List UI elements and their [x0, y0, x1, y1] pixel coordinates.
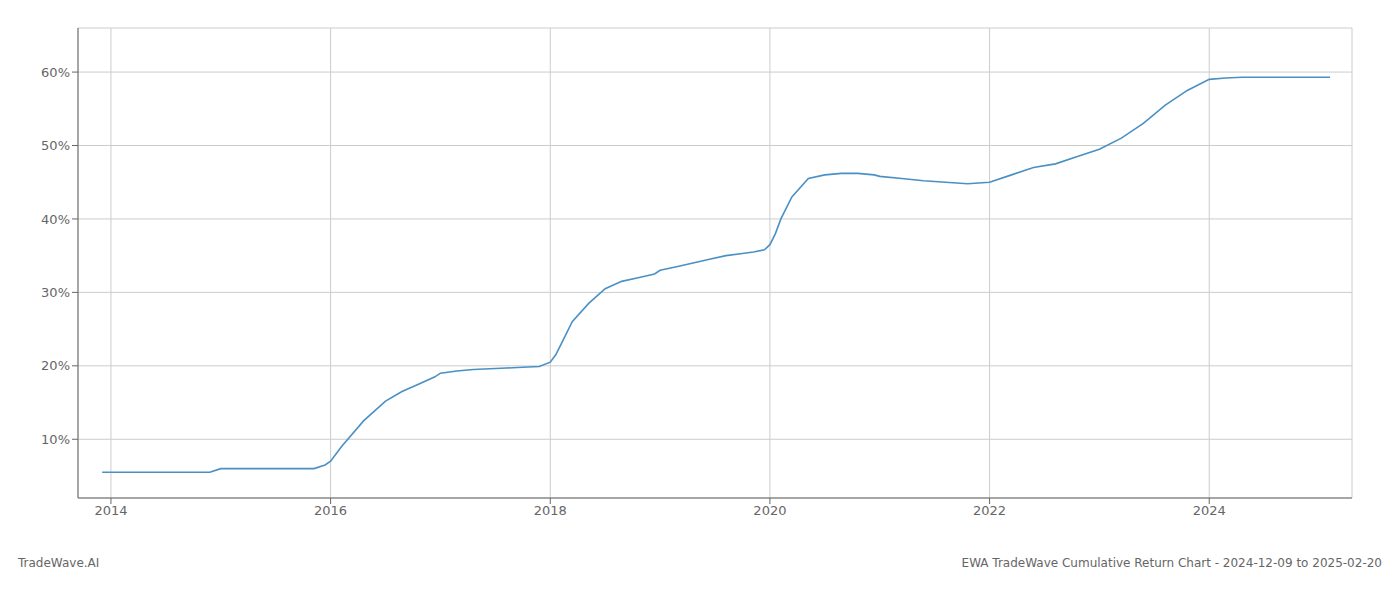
- svg-text:10%: 10%: [41, 432, 70, 447]
- svg-text:20%: 20%: [41, 358, 70, 373]
- svg-text:2018: 2018: [534, 503, 567, 518]
- svg-text:2020: 2020: [753, 503, 786, 518]
- svg-text:2014: 2014: [94, 503, 127, 518]
- svg-text:60%: 60%: [41, 65, 70, 80]
- svg-text:50%: 50%: [41, 138, 70, 153]
- html-text:TradeWave.AI: TradeWave.AI: [18, 556, 100, 570]
- svg-text:2022: 2022: [973, 503, 1006, 518]
- svg-text:2024: 2024: [1193, 503, 1226, 518]
- html-text:EWA TradeWave Cumulative Retur: EWA TradeWave Cumulative Return Chart - …: [961, 556, 1382, 570]
- svg-text:2016: 2016: [314, 503, 347, 518]
- svg-text:40%: 40%: [41, 212, 70, 227]
- svg-text:30%: 30%: [41, 285, 70, 300]
